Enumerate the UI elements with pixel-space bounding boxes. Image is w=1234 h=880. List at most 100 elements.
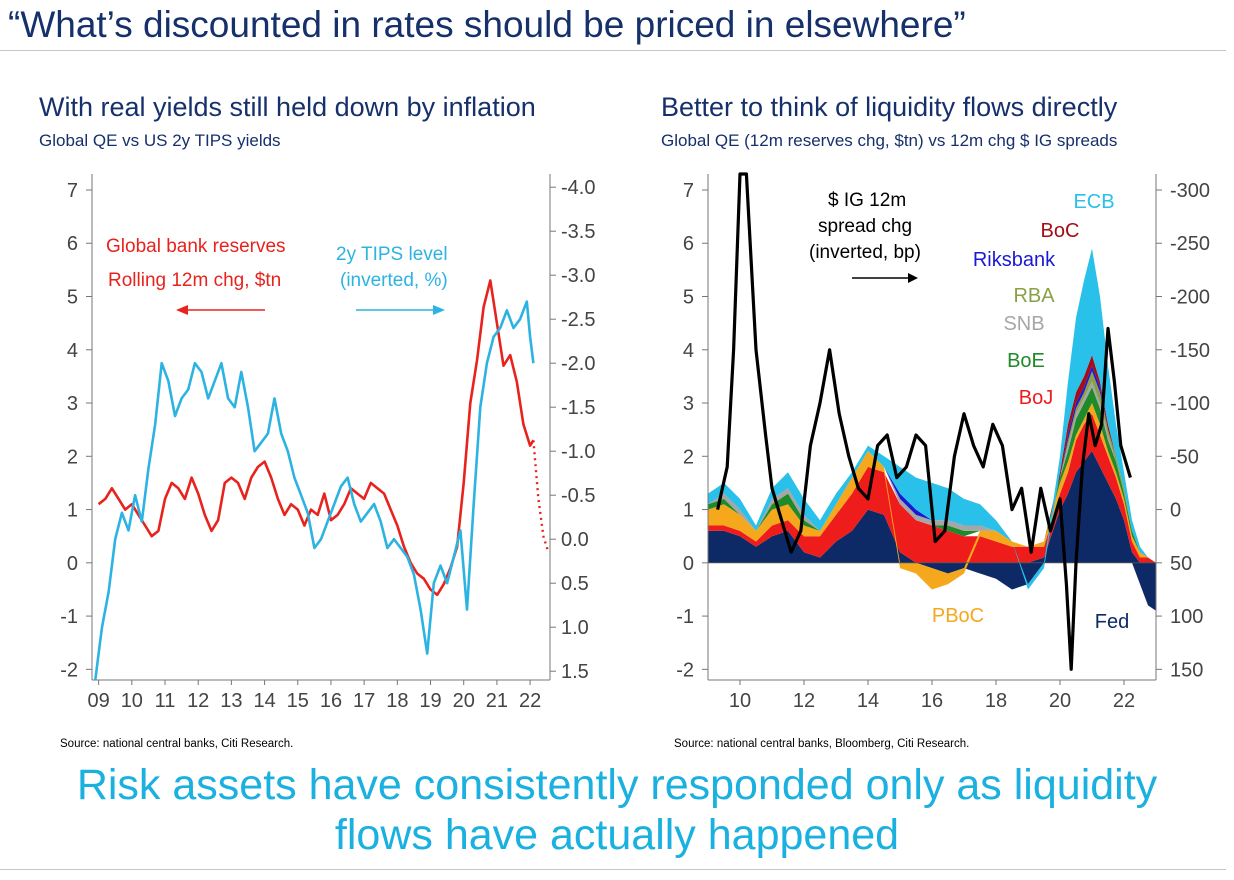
left-arrow-blue xyxy=(356,305,445,315)
right-y-tick-label: -300 xyxy=(1170,180,1210,202)
right-annotation-spread-1: $ IG 12m xyxy=(828,190,906,211)
right-y-tick-label: -50 xyxy=(1170,446,1199,468)
left-annotation-reserves-2: Rolling 12m chg, $tn xyxy=(108,270,281,291)
right-y-tick-label: -150 xyxy=(1170,340,1210,362)
takeaway-line-1: Risk assets have consistently responded … xyxy=(76,761,1158,809)
left-y-tick-label: -1 xyxy=(60,606,78,628)
x-tick-label: 12 xyxy=(793,690,815,712)
right-chart-title: Better to think of liquidity flows direc… xyxy=(661,92,1118,122)
x-tick-label: 15 xyxy=(287,690,309,712)
left-y-tick-label: 7 xyxy=(67,180,78,202)
right-y-tick-label: -1.0 xyxy=(561,441,595,463)
right-y-tick-label: -200 xyxy=(1170,287,1210,309)
right-y-tick-label: 0.0 xyxy=(561,529,589,551)
right-arrow-black xyxy=(852,273,918,283)
x-tick-label: 13 xyxy=(220,690,242,712)
legend-label-riksbank: Riksbank xyxy=(973,249,1056,271)
left-plot-area: 76543210-1-2-4.0-3.5-3.0-2.5-2.0-1.5-1.0… xyxy=(60,174,595,712)
right-y-tick-label: 0 xyxy=(1170,500,1181,522)
x-tick-label: 18 xyxy=(985,690,1007,712)
left-chart-title: With real yields still held down by infl… xyxy=(39,92,536,122)
left-y-tick-label: 4 xyxy=(683,340,694,362)
left-y-tick-label: 0 xyxy=(67,553,78,575)
right-y-tick-label: 50 xyxy=(1170,553,1192,575)
right-chart-source: Source: national central banks, Bloomber… xyxy=(674,738,970,750)
right-y-tick-label: -1.5 xyxy=(561,397,595,419)
left-arrow-red xyxy=(176,305,265,315)
tips-line xyxy=(94,300,535,681)
right-y-tick-label: -0.5 xyxy=(561,485,595,507)
footer-divider xyxy=(0,869,1226,870)
x-tick-label: 20 xyxy=(453,690,475,712)
left-y-tick-label: -2 xyxy=(60,659,78,681)
right-y-tick-label: 1.0 xyxy=(561,617,589,639)
right-y-tick-label: -2.5 xyxy=(561,309,595,331)
x-tick-label: 14 xyxy=(253,690,275,712)
area-ecb xyxy=(708,248,1156,590)
x-tick-label: 16 xyxy=(320,690,342,712)
x-tick-label: 17 xyxy=(353,690,375,712)
legend-label-pboc: PBoC xyxy=(932,605,984,627)
title-divider xyxy=(0,50,1226,51)
right-y-tick-label: 1.5 xyxy=(561,661,589,683)
legend-label-boj: BoJ xyxy=(1019,387,1053,409)
x-tick-label: 22 xyxy=(519,690,541,712)
left-chart-subtitle: Global QE vs US 2y TIPS yields xyxy=(39,131,281,150)
left-annotation-reserves-1: Global bank reserves xyxy=(106,236,286,257)
left-y-tick-label: -1 xyxy=(676,606,694,628)
right-annotation-spread-2: spread chg xyxy=(818,216,912,237)
area-pboc xyxy=(708,403,1156,590)
left-y-tick-label: 2 xyxy=(67,446,78,468)
left-y-tick-label: 1 xyxy=(683,500,694,522)
left-y-tick-label: 2 xyxy=(683,446,694,468)
left-chart-source: Source: national central banks, Citi Res… xyxy=(60,738,294,750)
legend-label-ecb: ECB xyxy=(1073,191,1114,213)
left-y-tick-label: 1 xyxy=(67,500,78,522)
spread-line xyxy=(716,172,1132,671)
left-chart: 76543210-1-2-4.0-3.5-3.0-2.5-2.0-1.5-1.0… xyxy=(60,174,595,712)
takeaway-message: Risk assets have consistently responded … xyxy=(0,760,1234,860)
left-y-tick-label: 7 xyxy=(683,180,694,202)
right-plot-area: 76543210-1-2-300-250-200-150-100-5005010… xyxy=(676,172,1210,712)
takeaway-line-2: flows have actually happened xyxy=(334,811,900,859)
x-tick-label: 10 xyxy=(729,690,751,712)
x-tick-label: 16 xyxy=(921,690,943,712)
right-chart: 76543210-1-2-300-250-200-150-100-5005010… xyxy=(676,172,1210,712)
left-annotation-tips-2: (inverted, %) xyxy=(340,270,448,291)
legend-label-snb: SNB xyxy=(1003,313,1044,335)
legend-label-boe: BoE xyxy=(1007,350,1045,372)
left-y-tick-label: 5 xyxy=(67,287,78,309)
right-y-tick-label: -3.0 xyxy=(561,265,595,287)
left-y-tick-label: 3 xyxy=(683,393,694,415)
x-tick-label: 14 xyxy=(857,690,879,712)
x-tick-label: 19 xyxy=(419,690,441,712)
area-fed xyxy=(708,451,1156,611)
x-tick-label: 10 xyxy=(121,690,143,712)
right-y-tick-label: -4.0 xyxy=(561,177,595,199)
right-y-tick-label: 150 xyxy=(1170,659,1203,681)
x-tick-label: 18 xyxy=(386,690,408,712)
legend-label-rba: RBA xyxy=(1013,285,1055,307)
left-y-tick-label: 4 xyxy=(67,340,78,362)
right-y-tick-label: -3.5 xyxy=(561,221,595,243)
right-chart-subtitle: Global QE (12m reserves chg, $tn) vs 12m… xyxy=(661,131,1118,150)
page-title: “What’s discounted in rates should be pr… xyxy=(8,4,966,45)
x-tick-label: 22 xyxy=(1113,690,1135,712)
x-tick-label: 09 xyxy=(88,690,110,712)
area-boj xyxy=(708,413,1156,563)
left-y-tick-label: 6 xyxy=(67,233,78,255)
left-annotation-tips-1: 2y TIPS level xyxy=(336,244,448,265)
right-annotation-spread-3: (inverted, bp) xyxy=(809,242,921,263)
x-tick-label: 12 xyxy=(187,690,209,712)
legend-label-boc: BoC xyxy=(1041,220,1080,242)
left-y-tick-label: -2 xyxy=(676,659,694,681)
reserves-projection-line xyxy=(532,440,550,553)
right-y-tick-label: 0.5 xyxy=(561,573,589,595)
right-y-tick-label: -100 xyxy=(1170,393,1210,415)
right-y-tick-label: 100 xyxy=(1170,606,1203,628)
x-tick-label: 20 xyxy=(1049,690,1071,712)
left-y-tick-label: 0 xyxy=(683,553,694,575)
x-tick-label: 21 xyxy=(486,690,508,712)
reserves-line xyxy=(97,279,535,597)
left-y-tick-label: 5 xyxy=(683,287,694,309)
